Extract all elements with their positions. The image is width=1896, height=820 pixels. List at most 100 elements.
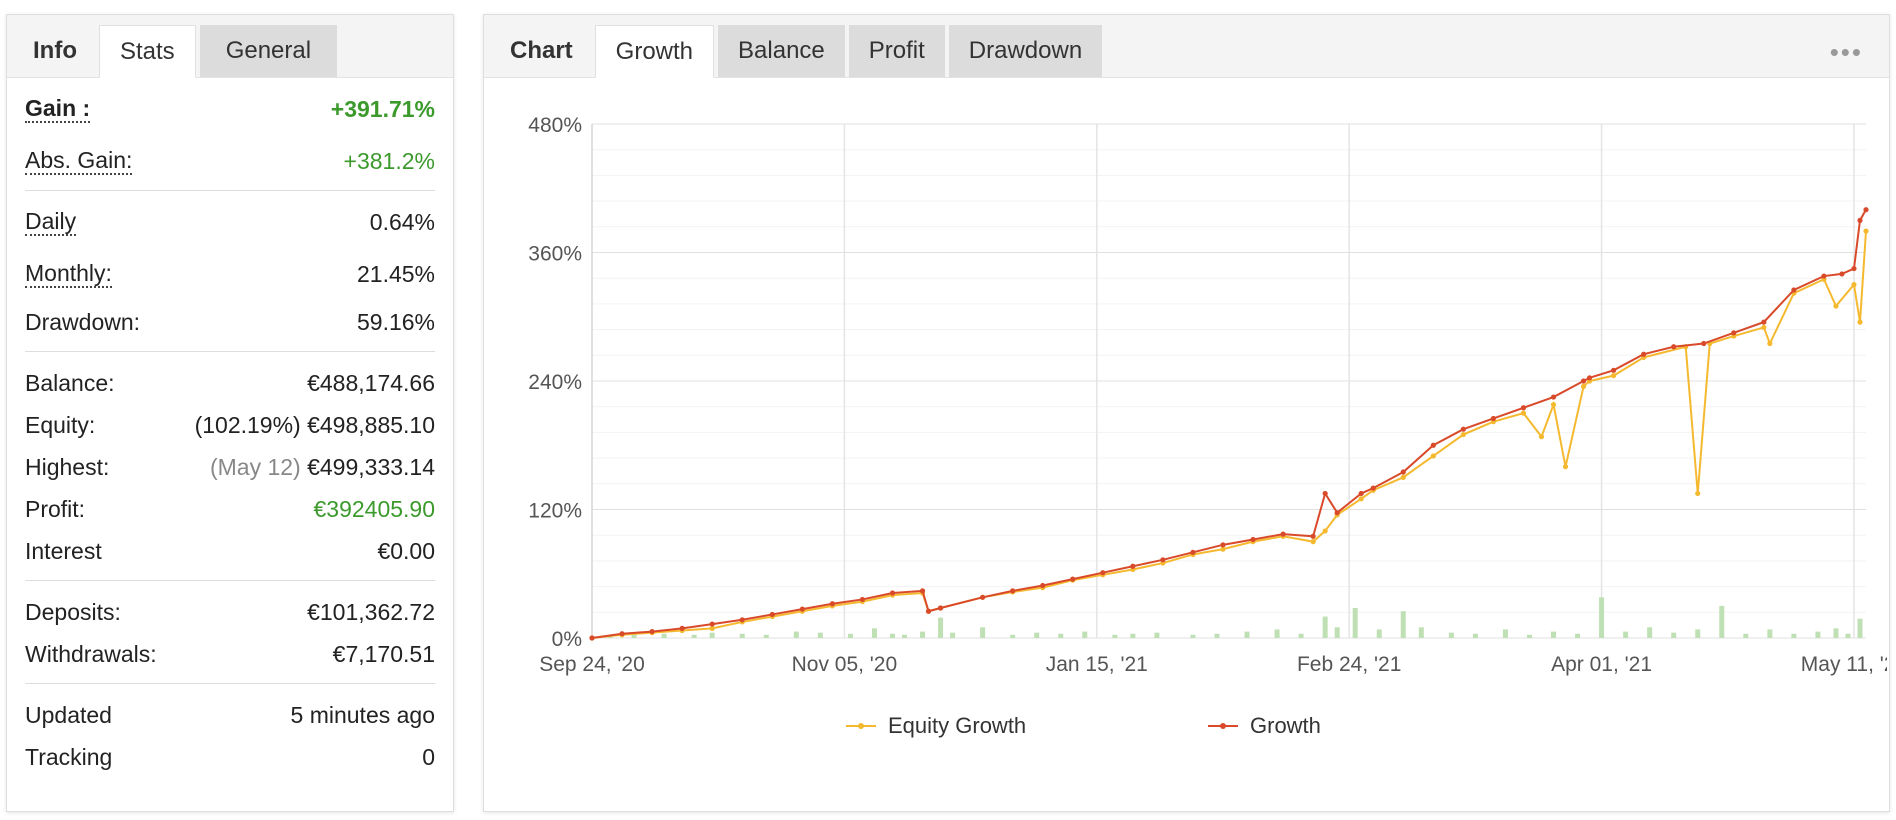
data-point bbox=[1791, 287, 1797, 293]
more-dots-icon[interactable]: ••• bbox=[1829, 37, 1863, 67]
data-point bbox=[1851, 265, 1857, 272]
equity-row: Equity: (102.19%) €498,885.10 bbox=[25, 404, 435, 446]
data-point bbox=[1767, 340, 1773, 347]
equity-value: €498,885.10 bbox=[307, 411, 435, 438]
volume-bar bbox=[938, 617, 944, 638]
legend-label: Equity Growth bbox=[888, 713, 1026, 738]
volume-bar bbox=[1815, 631, 1821, 638]
data-point bbox=[799, 606, 805, 612]
volume-bar bbox=[1448, 632, 1454, 638]
data-point bbox=[1400, 474, 1406, 480]
tab-drawdown[interactable]: Drawdown bbox=[948, 25, 1103, 77]
data-point bbox=[1821, 273, 1827, 279]
data-point bbox=[1220, 542, 1226, 548]
data-point bbox=[739, 617, 745, 623]
data-point bbox=[1550, 394, 1557, 400]
tab-info[interactable]: Info bbox=[33, 37, 77, 64]
volume-bar bbox=[1190, 634, 1196, 638]
data-point bbox=[1160, 557, 1166, 563]
highest-label: Highest: bbox=[25, 453, 110, 480]
withdrawals-row: Withdrawals: €7,170.51 bbox=[25, 633, 435, 675]
tab-general[interactable]: General bbox=[199, 25, 338, 77]
data-point bbox=[859, 596, 866, 603]
interest-row: Interest €0.00 bbox=[25, 530, 435, 572]
data-point bbox=[679, 625, 685, 631]
monthly-label[interactable]: Monthly: bbox=[25, 260, 112, 288]
equity-value-group: (102.19%) €498,885.10 bbox=[195, 412, 435, 439]
data-point bbox=[1430, 442, 1436, 448]
data-point bbox=[980, 594, 986, 600]
data-point bbox=[1695, 490, 1701, 497]
y-tick-label: 120% bbox=[528, 500, 582, 523]
gain-label[interactable]: Gain : bbox=[25, 95, 91, 123]
series-line-equity-growth bbox=[591, 231, 1867, 639]
volume-bar bbox=[1845, 633, 1851, 638]
volume-bar bbox=[1352, 608, 1358, 638]
data-point bbox=[1400, 469, 1406, 475]
volume-bar bbox=[1244, 631, 1250, 638]
volume-bar bbox=[709, 632, 715, 638]
highest-value-group: (May 12) €499,333.14 bbox=[210, 454, 435, 481]
data-point bbox=[1370, 485, 1376, 491]
tab-balance[interactable]: Balance bbox=[718, 25, 845, 77]
data-point bbox=[1334, 510, 1340, 516]
volume-bar bbox=[817, 632, 823, 638]
balance-row: Balance: €488,174.66 bbox=[25, 362, 435, 404]
chart-tabs: Chart Growth Balance Profit Drawdown ••• bbox=[484, 15, 1889, 78]
drawdown-label: Drawdown: bbox=[25, 308, 141, 335]
volume-bar bbox=[739, 633, 745, 638]
tab-chart[interactable]: Chart bbox=[510, 37, 573, 64]
volume-bar bbox=[1034, 632, 1040, 638]
growth-chart: 0% 120% 240% 360% 480% Sep 24, '20 Nov 05, '20… bbox=[528, 114, 1887, 738]
daily-label[interactable]: Daily bbox=[25, 208, 77, 236]
data-point bbox=[1010, 588, 1016, 594]
data-point bbox=[709, 621, 715, 627]
data-point bbox=[1322, 528, 1328, 534]
abs-gain-value: +381.2% bbox=[343, 147, 435, 174]
volume-bar bbox=[889, 633, 895, 638]
tab-profit[interactable]: Profit bbox=[848, 25, 945, 77]
data-point bbox=[619, 631, 625, 637]
data-point bbox=[1611, 373, 1617, 379]
volume-bar bbox=[1551, 631, 1557, 638]
volume-bar bbox=[1857, 618, 1863, 638]
x-tick-label: Feb 24, '21 bbox=[1297, 653, 1401, 676]
volume-bar bbox=[1647, 627, 1653, 638]
volume-bar bbox=[631, 634, 637, 638]
tab-growth[interactable]: Growth bbox=[594, 25, 715, 78]
data-point bbox=[1460, 431, 1466, 438]
stats-panel: Info Stats General Gain : +391.71% Abs. … bbox=[6, 14, 454, 812]
balance-label: Balance: bbox=[25, 369, 115, 396]
y-tick-label: 480% bbox=[528, 114, 582, 137]
data-point bbox=[1863, 207, 1869, 213]
volume-bar bbox=[1418, 627, 1424, 638]
data-point bbox=[1538, 434, 1545, 440]
withdrawals-value: €7,170.51 bbox=[332, 640, 435, 667]
y-tick-label: 0% bbox=[552, 628, 582, 651]
equity-label: Equity: bbox=[25, 411, 96, 438]
x-tick-label: Apr 01, '21 bbox=[1551, 653, 1652, 676]
volume-bar bbox=[1791, 633, 1797, 638]
tracking-label: Tracking bbox=[25, 743, 113, 770]
stats-list: Gain : +391.71% Abs. Gain: +381.2% Daily… bbox=[7, 78, 453, 778]
data-point bbox=[1550, 401, 1557, 408]
equity-percent: (102.19%) bbox=[194, 411, 301, 438]
daily-value: 0.64% bbox=[369, 208, 435, 235]
divider bbox=[25, 190, 435, 191]
legend-marker bbox=[858, 723, 864, 729]
divider bbox=[25, 580, 435, 581]
monthly-value: 21.45% bbox=[356, 260, 435, 287]
tracking-row: Tracking 0 bbox=[25, 736, 435, 778]
data-point bbox=[937, 605, 944, 611]
x-tick-label: Sep 24, '20 bbox=[539, 653, 645, 676]
data-point bbox=[649, 628, 655, 635]
volume-bar bbox=[1623, 631, 1629, 638]
deposits-label: Deposits: bbox=[25, 598, 121, 625]
tab-stats[interactable]: Stats bbox=[98, 25, 196, 78]
stats-tabs: Info Stats General bbox=[7, 15, 453, 78]
tracking-value: 0 bbox=[422, 743, 435, 770]
data-point bbox=[829, 601, 835, 607]
abs-gain-label[interactable]: Abs. Gain: bbox=[25, 147, 133, 175]
data-point bbox=[1220, 546, 1226, 552]
volume-bar bbox=[1082, 631, 1088, 638]
